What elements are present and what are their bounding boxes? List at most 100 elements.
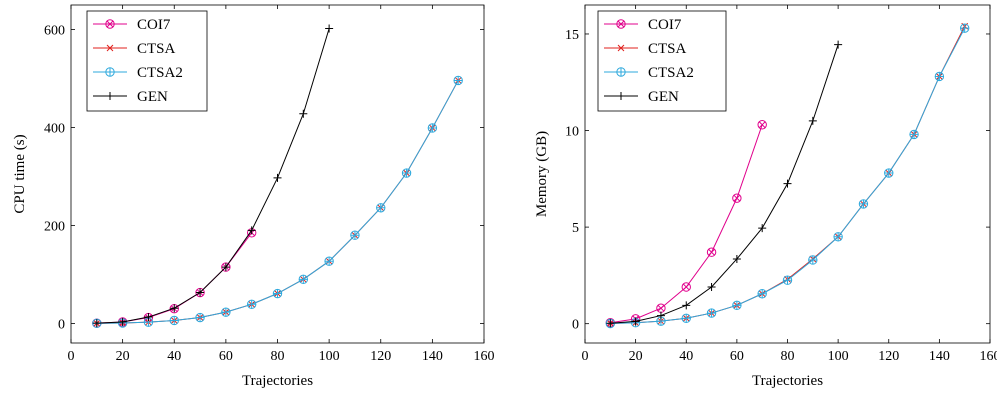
data-point-cross	[783, 276, 792, 285]
legend-label: GEN	[648, 89, 679, 105]
data-point-cross	[453, 76, 463, 85]
y-tick-label: 15	[565, 28, 579, 43]
chart-2: 0 20 40 60 80 100 120 140 160 0 5 10 15 Trajectories M…	[534, 4, 997, 389]
y-axis-label: CPU time (s)	[12, 134, 28, 213]
data-point-cross	[324, 256, 334, 266]
data-point	[681, 282, 691, 292]
data-point	[631, 317, 640, 326]
x-axis-label: Trajectories	[752, 373, 823, 389]
legend-marker	[617, 44, 625, 52]
data-point-cross	[708, 248, 715, 256]
legend-label: CTSA2	[137, 65, 183, 81]
data-point	[656, 311, 665, 320]
data-point	[706, 247, 717, 257]
data-point	[606, 319, 615, 328]
legend-label: CTSA	[137, 41, 176, 57]
data-point	[834, 40, 843, 49]
y-tick-label: 0	[572, 318, 579, 333]
chart-1: 0 20 40 60 80 100 120 140 160 0 200 400 600 Trajector…	[12, 4, 495, 389]
data-point	[325, 24, 334, 33]
x-tick-label: 160	[474, 349, 495, 364]
series-coi7	[605, 120, 767, 328]
data-point	[221, 262, 231, 272]
x-tick-label: 20	[629, 349, 643, 364]
data-point	[195, 287, 205, 298]
data-point	[757, 120, 767, 130]
legend: COI7 CTSA CTSA2 GEN	[86, 10, 208, 112]
series-gen	[606, 40, 843, 328]
data-point	[682, 301, 691, 310]
data-point	[783, 179, 792, 188]
data-point-cross	[833, 232, 843, 241]
data-point-cross	[221, 307, 231, 317]
x-tick-label: 140	[929, 349, 950, 364]
data-point-cross	[935, 72, 944, 81]
series-line	[96, 28, 330, 324]
legend-label: CTSA	[648, 41, 687, 57]
legend-label: GEN	[137, 89, 168, 105]
legend-label: CTSA2	[648, 65, 694, 81]
series-gen	[92, 24, 334, 328]
x-tick-label: 140	[422, 349, 443, 364]
legend-marker-cross	[617, 20, 625, 28]
x-tick-label: 20	[116, 349, 130, 364]
x-tick-label: 100	[319, 349, 340, 364]
data-point-cross	[808, 255, 818, 265]
y-tick-label: 200	[44, 219, 65, 234]
legend-box	[86, 10, 208, 112]
legend-marker	[616, 19, 626, 29]
data-point	[299, 109, 308, 118]
data-point-cross	[758, 121, 766, 129]
data-point	[170, 304, 179, 313]
x-tick-label: 80	[781, 349, 795, 364]
x-tick-label: 40	[167, 349, 181, 364]
data-point-cross	[299, 275, 308, 284]
legend-marker-cross	[105, 67, 115, 77]
data-point-cross	[682, 283, 690, 291]
data-point-cross	[428, 123, 437, 133]
data-point-cross	[273, 289, 282, 298]
data-point	[707, 282, 716, 291]
series-line	[610, 124, 763, 324]
data-point	[732, 193, 742, 203]
data-point	[221, 263, 230, 272]
data-point	[144, 313, 153, 322]
data-point-cross	[732, 301, 742, 310]
data-point-cross	[884, 168, 893, 178]
x-tick-label: 40	[679, 349, 693, 364]
data-point-cross	[247, 300, 256, 309]
x-tick-label: 60	[219, 349, 233, 364]
legend-label: COI7	[648, 17, 682, 33]
data-point-cross	[350, 231, 360, 240]
data-point-cross	[402, 168, 411, 178]
legend-marker	[617, 92, 625, 100]
data-point-cross	[859, 199, 868, 209]
data-point	[118, 317, 127, 326]
series-line	[96, 80, 459, 324]
x-tick-label: 120	[878, 349, 899, 364]
data-point-cross	[195, 313, 205, 322]
data-point	[196, 288, 205, 297]
data-point-cross	[909, 130, 919, 139]
data-point-cross	[757, 289, 767, 298]
legend: COI7 CTSA CTSA2 GEN	[597, 10, 727, 112]
data-point-cross	[682, 314, 691, 323]
y-tick-label: 600	[44, 23, 65, 38]
data-point	[92, 319, 101, 328]
data-point	[247, 226, 256, 235]
series-coi7	[92, 228, 257, 328]
data-point	[808, 116, 817, 125]
y-tick-label: 0	[58, 317, 65, 332]
y-tick-label: 400	[44, 121, 65, 136]
legend-marker	[106, 92, 114, 100]
legend-label: COI7	[137, 17, 171, 33]
x-tick-label: 160	[980, 349, 997, 364]
data-point-cross	[707, 308, 716, 318]
legend-marker	[106, 44, 114, 52]
data-point	[758, 224, 767, 233]
data-point	[273, 173, 282, 182]
y-tick-label: 5	[572, 221, 579, 236]
series-line	[610, 44, 839, 324]
data-point-cross	[376, 203, 385, 212]
